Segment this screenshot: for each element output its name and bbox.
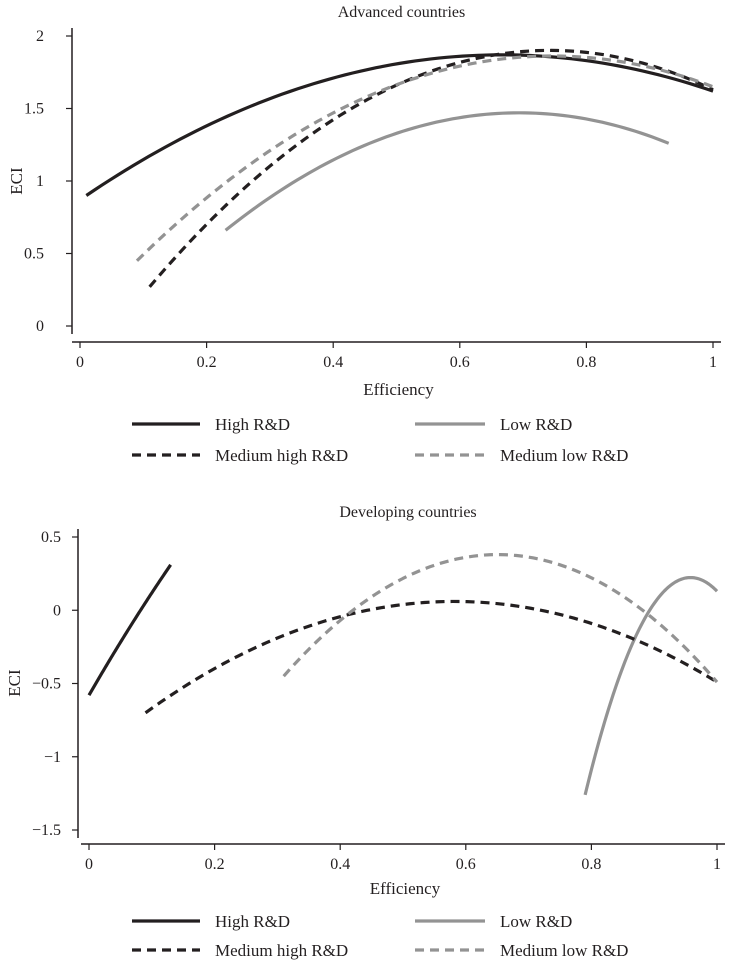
series-line-medium-high-r-d (148, 48, 714, 288)
y-tick-label: −0.5 (32, 676, 61, 693)
series-line-low-r-d (583, 575, 719, 796)
legend-label: Medium low R&D (500, 446, 628, 465)
series-line-high-r-d (85, 53, 714, 197)
legend-label: High R&D (215, 415, 290, 434)
chart-panel-advanced: Advanced countries 0 0.2 0.4 0.6 0.8 1 0 0.5 1 1.5… (7, 4, 721, 465)
x-tick-label: 1 (709, 354, 717, 371)
y-tick-label: 1.5 (24, 101, 44, 118)
legend-label: Low R&D (500, 415, 572, 434)
y-tick-label: 0 (53, 602, 61, 619)
legend: High R&D Low R&D Medium high R&D Medium low… (132, 912, 628, 960)
y-axis-title: ECI (7, 167, 26, 195)
legend-label: High R&D (215, 912, 290, 931)
legend-label: Medium high R&D (215, 941, 348, 960)
y-tick-label: 1 (36, 173, 44, 190)
x-axis-title: Efficiency (363, 380, 434, 399)
y-tick-label: −1.5 (32, 822, 61, 839)
x-tick-label: 0 (76, 354, 84, 371)
y-axis-title: ECI (5, 669, 24, 697)
legend: High R&D Low R&D Medium high R&D Medium low… (132, 415, 628, 465)
x-tick-label: 0.2 (197, 354, 217, 371)
series-line-medium-high-r-d (144, 599, 718, 715)
chart-panel-developing: Developing countries 0 0.2 0.4 0.6 0.8 1 −1.5 −1… (5, 504, 725, 960)
legend-label: Medium high R&D (215, 446, 348, 465)
y-tick-label: −1 (44, 749, 61, 766)
y-tick-label: 0 (36, 318, 44, 335)
legend-label: Low R&D (500, 912, 572, 931)
x-tick-label: 0.4 (323, 354, 343, 371)
x-tick-label: 0.8 (581, 856, 601, 873)
series-line-low-r-d (224, 111, 670, 232)
x-tick-label: 1 (713, 856, 721, 873)
series-line-high-r-d (87, 563, 172, 697)
legend-label: Medium low R&D (500, 941, 628, 960)
y-tick-label: 2 (36, 28, 44, 45)
x-tick-label: 0 (85, 856, 93, 873)
x-tick-label: 0.6 (450, 354, 470, 371)
chart-title: Developing countries (339, 504, 476, 521)
x-axis-title: Efficiency (370, 879, 441, 898)
chart-title: Advanced countries (338, 4, 466, 21)
x-tick-label: 0.4 (330, 856, 350, 873)
x-tick-label: 0.2 (205, 856, 225, 873)
x-tick-label: 0.6 (456, 856, 476, 873)
series-line-medium-low-r-d (135, 54, 714, 262)
series-line-medium-low-r-d (282, 553, 719, 684)
x-tick-label: 0.8 (576, 354, 596, 371)
y-tick-label: 0.5 (24, 246, 44, 263)
y-tick-label: 0.5 (41, 529, 61, 546)
